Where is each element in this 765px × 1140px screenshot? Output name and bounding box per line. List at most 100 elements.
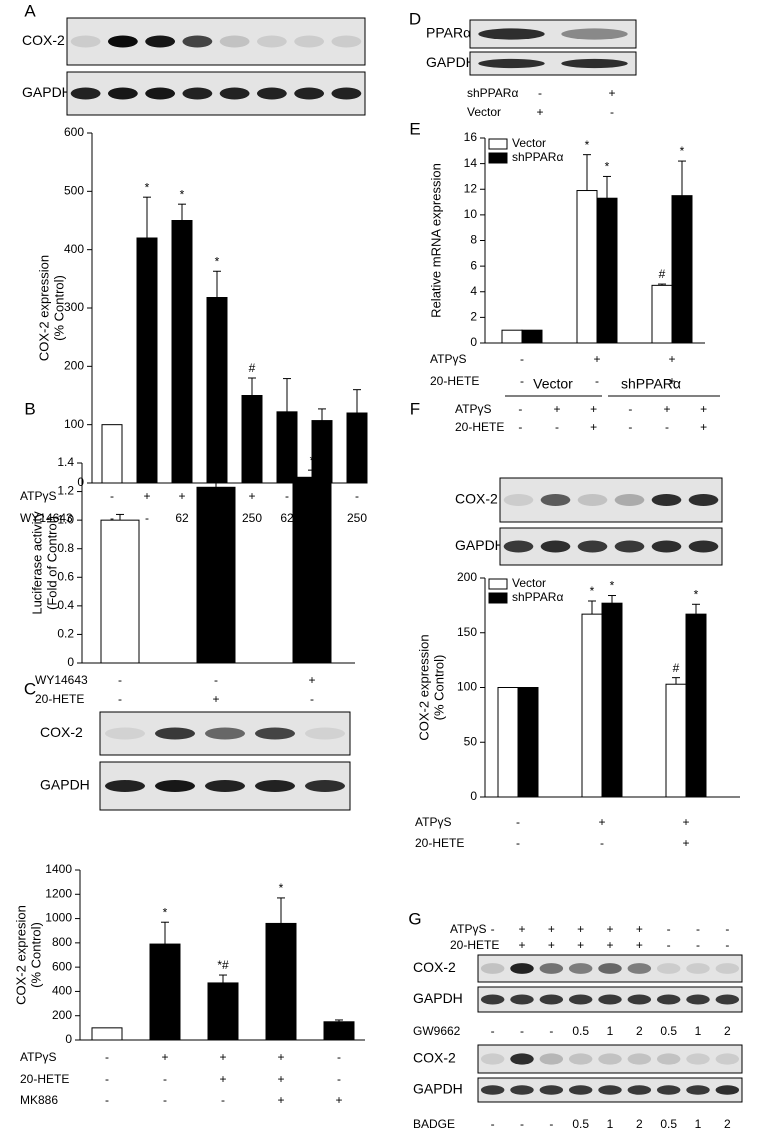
condition-value: 1: [695, 1117, 702, 1131]
condition-label: ATPγS: [455, 402, 491, 416]
blot-band: [107, 35, 138, 48]
condition-value: 62: [280, 511, 294, 525]
condition-value: -: [355, 489, 359, 503]
blot-band: [205, 780, 245, 792]
condition-value: -: [628, 402, 632, 416]
condition-value: +: [577, 938, 584, 952]
condition-value: +: [548, 938, 555, 952]
significance-label: *: [145, 180, 150, 194]
blot-band: [598, 994, 622, 1005]
y-tick-label: 100: [64, 417, 84, 431]
significance-label: *: [279, 881, 284, 895]
condition-value: +: [518, 938, 525, 952]
panel-label: A: [24, 1, 36, 20]
condition-value: +: [536, 105, 543, 119]
condition-value: -: [549, 1117, 553, 1131]
blot-band: [70, 87, 101, 100]
condition-value: 250: [242, 511, 262, 525]
bar: [517, 687, 539, 798]
condition-value: +: [590, 420, 597, 434]
condition-value: -: [337, 1072, 341, 1086]
y-tick-label: 1.4: [57, 455, 74, 469]
blot-band: [598, 1053, 622, 1065]
blot-band: [294, 35, 325, 48]
y-tick-label: 1.0: [57, 512, 74, 526]
bar: [521, 329, 543, 344]
condition-value: +: [553, 402, 560, 416]
panel-label: B: [24, 399, 35, 418]
legend-swatch: [488, 578, 508, 590]
legend-label: shPPARα: [512, 590, 563, 604]
condition-value: -: [667, 922, 671, 936]
condition-value: 0.5: [660, 1024, 677, 1038]
condition-value: +: [219, 1072, 226, 1086]
y-tick-label: 0: [65, 1032, 72, 1046]
y-tick-label: 1000: [45, 911, 72, 925]
condition-value: +: [700, 402, 707, 416]
significance-label: #: [673, 661, 680, 675]
bar: [311, 420, 333, 484]
condition-value: 0.5: [572, 1117, 589, 1131]
blot-band: [686, 1085, 710, 1095]
bar: [292, 476, 332, 664]
condition-value: -: [520, 374, 524, 388]
significance-label: *: [180, 187, 185, 201]
blot-band: [478, 58, 545, 69]
condition-value: +: [277, 1050, 284, 1064]
y-axis-label: COX-2 expression: [416, 634, 431, 740]
y-tick-label: 400: [64, 242, 84, 256]
blot-band: [478, 28, 545, 40]
group-label: shPPARα: [621, 376, 681, 392]
blot-band: [155, 727, 195, 740]
bar: [276, 411, 298, 484]
blot-band: [510, 1053, 534, 1065]
condition-label: 20-HETE: [430, 374, 479, 388]
blot-band: [568, 1053, 593, 1065]
condition-value: +: [178, 489, 185, 503]
y-tick-label: 200: [64, 359, 84, 373]
condition-value: -: [665, 420, 669, 434]
legend-label: shPPARα: [512, 150, 563, 164]
condition-value: +: [590, 402, 597, 416]
blot-band: [688, 540, 719, 553]
blot-band: [107, 87, 138, 100]
blot-band: [577, 494, 608, 506]
blot-band: [686, 963, 710, 974]
y-tick-label: 600: [64, 125, 84, 139]
blot-band: [294, 87, 325, 100]
panel-label: E: [409, 119, 420, 138]
blot-band: [656, 963, 681, 974]
y-tick-label: 200: [52, 1008, 72, 1022]
panel-label: C: [24, 679, 36, 698]
blot-band: [503, 540, 534, 553]
condition-value: -: [221, 1093, 225, 1107]
legend-label: Vector: [512, 136, 546, 150]
condition-value: 1: [607, 1024, 614, 1038]
blot-band: [539, 1085, 564, 1095]
condition-label: 20-HETE: [35, 692, 84, 706]
condition-label: ATPγS: [20, 489, 56, 503]
condition-value: +: [636, 922, 643, 936]
condition-value: -: [667, 938, 671, 952]
blot-band: [627, 1085, 652, 1095]
y-tick-label: 0: [77, 475, 84, 489]
blot-band: [614, 540, 645, 553]
condition-value: -: [105, 1093, 109, 1107]
blot-band: [715, 1053, 740, 1065]
condition-value: -: [725, 938, 729, 952]
condition-value: +: [608, 86, 615, 100]
bar: [136, 237, 158, 484]
y-tick-label: 100: [457, 680, 477, 694]
blot-band: [577, 540, 608, 553]
blot-box: [499, 527, 723, 566]
y-tick-label: 600: [52, 959, 72, 973]
y-tick-label: 1200: [45, 886, 72, 900]
y-axis-label: (% Control): [51, 275, 66, 341]
bar: [665, 683, 687, 798]
blot-row-label: COX-2: [22, 32, 65, 48]
y-tick-label: 16: [464, 130, 478, 144]
condition-label: shPPARα: [467, 86, 518, 100]
bar: [497, 687, 519, 798]
blot-band: [656, 994, 681, 1005]
y-axis-label: (% Control): [28, 922, 43, 988]
